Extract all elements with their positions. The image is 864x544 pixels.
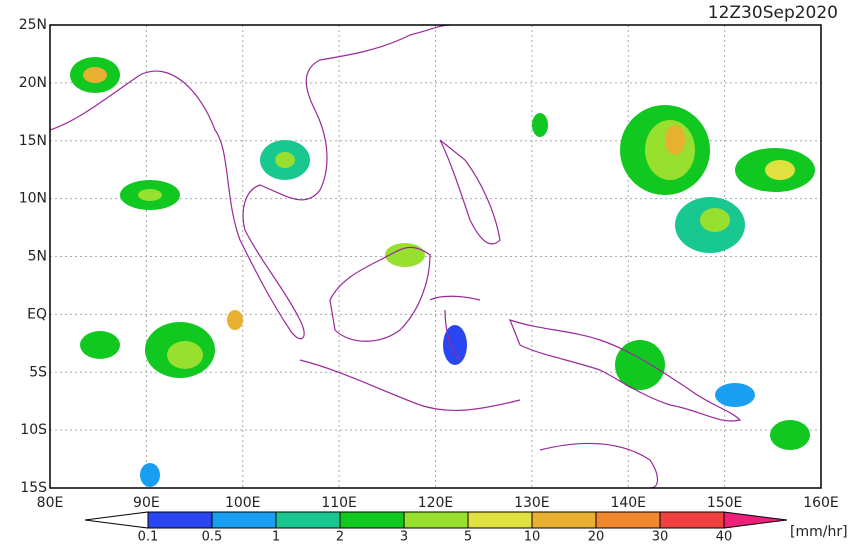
colorbar-box xyxy=(147,511,213,529)
longitude-label: 130E xyxy=(514,495,550,511)
longitude-label: 160E xyxy=(803,495,839,511)
map-frame xyxy=(49,24,822,489)
colorbar-label: 30 xyxy=(652,530,669,544)
latitude-label: 5N xyxy=(28,249,47,265)
graticule xyxy=(50,25,821,488)
colorbar-label: 0.1 xyxy=(138,530,159,544)
latitude-label: 25N xyxy=(19,17,47,33)
latitude-label: 15S xyxy=(20,480,47,496)
colorbar-box xyxy=(275,511,341,529)
longitude-label: 80E xyxy=(37,495,64,511)
colorbar-low xyxy=(84,511,149,529)
colorbar: 0.1 0.5 1 2 3 5 10 20 30 40 xyxy=(84,511,788,544)
colorbar-box xyxy=(659,511,725,529)
latitude-label: EQ xyxy=(27,306,47,322)
longitude-label: 150E xyxy=(707,495,743,511)
colorbar-label: 3 xyxy=(400,530,408,544)
colorbar-label: 10 xyxy=(524,530,541,544)
colorbar-box xyxy=(211,511,277,529)
colorbar-box xyxy=(595,511,661,529)
coastlines xyxy=(49,24,742,489)
colorbar-label: 0.5 xyxy=(202,530,223,544)
latitude-label: 10S xyxy=(20,422,47,438)
colorbar-box xyxy=(467,511,533,529)
latitude-label: 10N xyxy=(19,191,47,207)
precipitation xyxy=(70,57,815,487)
latitude-label: 15N xyxy=(19,133,47,149)
colorbar-unit: [mm/hr] xyxy=(790,524,848,540)
latitude-label: 5S xyxy=(29,364,47,380)
colorbar-high xyxy=(723,511,788,529)
colorbar-label: 40 xyxy=(716,530,733,544)
longitude-label: 100E xyxy=(225,495,261,511)
longitude-label: 110E xyxy=(321,495,357,511)
colorbar-label: 1 xyxy=(272,530,280,544)
colorbar-box xyxy=(531,511,597,529)
latitude-label: 20N xyxy=(19,75,47,91)
colorbar-box xyxy=(339,511,405,529)
colorbar-label: 5 xyxy=(464,530,472,544)
map-title: 12Z30Sep2020 xyxy=(708,3,838,23)
colorbar-label: 2 xyxy=(336,530,344,544)
longitude-label: 120E xyxy=(418,495,454,511)
colorbar-box xyxy=(403,511,469,529)
longitude-label: 140E xyxy=(610,495,646,511)
longitude-label: 90E xyxy=(133,495,160,511)
colorbar-label: 20 xyxy=(588,530,605,544)
